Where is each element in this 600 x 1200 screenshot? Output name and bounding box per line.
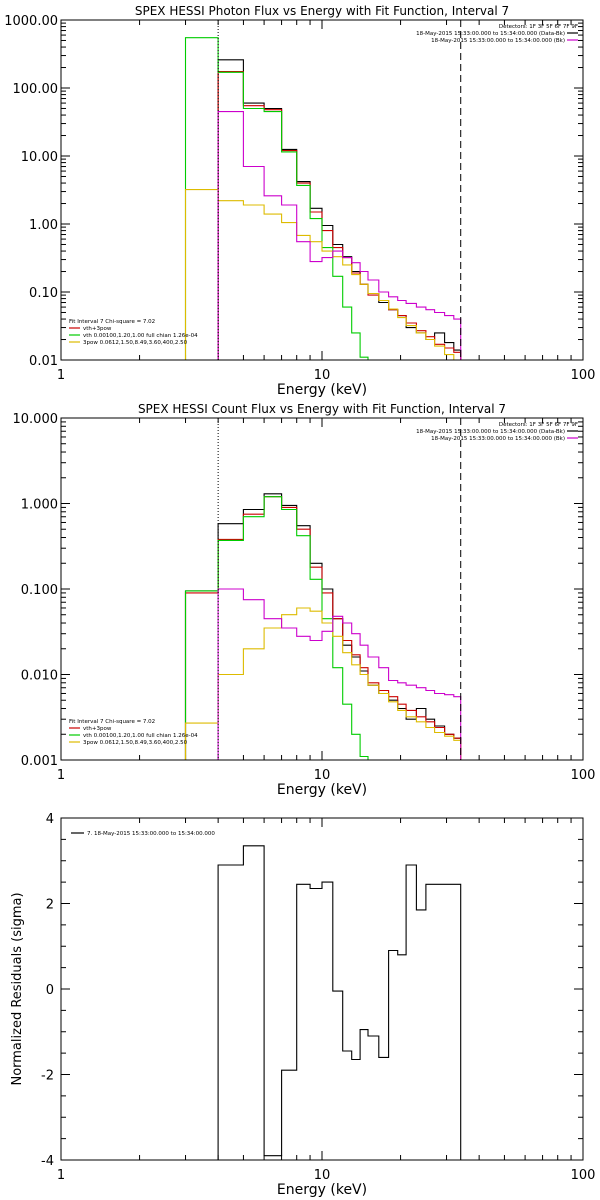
plot-frame: [60, 19, 584, 361]
y-tick-label: 10.00: [21, 150, 58, 165]
series-line-1: [217, 59, 462, 360]
chart-title: SPEX HESSI Photon Flux vs Energy with Fi…: [135, 4, 509, 18]
y-tick-label: 0.01: [29, 354, 58, 369]
legend-entry: vth+3pow: [83, 326, 112, 332]
x-tick-label: 1: [57, 768, 65, 783]
x-axis-label: Energy (keV): [277, 382, 367, 398]
plot-frame: [60, 817, 584, 1161]
series-line-4: [184, 607, 462, 760]
y-tick-label: 100.00: [13, 82, 59, 97]
y-tick-label: 0.010: [21, 669, 58, 684]
y-tick-label: 1.000: [21, 498, 58, 513]
x-tick-label: 10: [314, 1168, 331, 1183]
x-axis-label: Energy (keV): [277, 782, 367, 798]
chart-panel-1: SPEX HESSI Photon Flux vs Energy with Fi…: [4, 4, 595, 398]
legend-entry: 7. 18-May-2015 15:33:00.000 to 15:34:00.…: [87, 831, 215, 837]
legend-detectors: Detectors: 1F 3F 5F 6F 7F 9F: [499, 422, 578, 428]
y-tick-label: 0: [46, 983, 54, 998]
y-tick-label: 1.00: [29, 218, 58, 233]
x-tick-label: 10: [314, 368, 331, 383]
y-axis-label: Normalized Residuals (sigma): [10, 892, 25, 1085]
legend-entry: 3pow 0.0612,1.50,8.49,3.60,400,2.50: [83, 740, 188, 746]
y-tick-label: 10.000: [13, 412, 59, 427]
x-tick-label: 100: [571, 368, 596, 383]
legend-entry: 18-May-2015 15:33:00.000 to 15:34:00.000…: [416, 429, 565, 435]
legend-entry: 3pow 0.0612,1.50,8.49,3.60,400,2.50: [83, 340, 188, 346]
x-tick-label: 100: [571, 768, 596, 783]
series-line-1: [217, 845, 462, 1160]
legend-entry: vth 0.00100,1.20,1.00 full chian 1.26e-0…: [83, 333, 198, 339]
y-tick-label: 2: [46, 898, 54, 913]
series-line-5: [217, 588, 462, 760]
legend-entry: 18-May-2015 15:33:00.000 to 15:34:00.000…: [431, 38, 565, 44]
x-tick-label: 100: [571, 1168, 596, 1183]
chart-panel-2: SPEX HESSI Count Flux vs Energy with Fit…: [13, 402, 596, 798]
x-tick-label: 1: [57, 1168, 65, 1183]
y-tick-label: -4: [41, 1154, 54, 1169]
x-axis-label: Energy (keV): [277, 1182, 367, 1198]
legend-entry: vth+3pow: [83, 726, 112, 732]
legend-entry: vth 0.00100,1.20,1.00 full chian 1.26e-0…: [83, 733, 198, 739]
x-tick-label: 10: [314, 768, 331, 783]
y-tick-label: 0.10: [29, 286, 58, 301]
legend-entry: 18-May-2015 15:33:00.000 to 15:34:00.000…: [416, 31, 565, 37]
series-line-2: [217, 70, 462, 360]
chart-title: SPEX HESSI Count Flux vs Energy with Fit…: [138, 402, 506, 416]
plot-frame: [60, 417, 584, 761]
legend-fit-header: Fit Interval 7 Chi-square = 7.02: [69, 319, 155, 325]
series-line-4: [184, 189, 462, 360]
x-tick-label: 1: [57, 368, 65, 383]
y-tick-label: 4: [46, 812, 54, 827]
legend-fit-header: Fit Interval 7 Chi-square = 7.02: [69, 719, 155, 725]
series-line-3: [184, 496, 369, 760]
legend-entry: 18-May-2015 15:33:00.000 to 15:34:00.000…: [431, 436, 565, 442]
legend-detectors: Detectors: 1F 3F 5F 6F 7F 9F: [499, 24, 578, 30]
chart-panel-3: 1 10 100 Energy (keV) -4 -2 0 2 4 Normalized Resi…: [10, 812, 595, 1198]
series-line-5: [217, 111, 462, 360]
y-tick-label: 0.001: [21, 754, 58, 769]
y-tick-label: -2: [41, 1069, 54, 1084]
series-line-3: [184, 37, 369, 360]
y-tick-label: 1000.00: [4, 14, 58, 29]
y-tick-label: 0.100: [21, 583, 58, 598]
